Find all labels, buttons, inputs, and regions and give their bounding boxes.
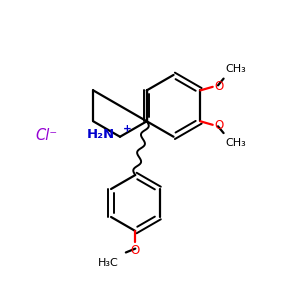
Text: O: O [214, 80, 224, 93]
Text: CH₃: CH₃ [225, 64, 246, 74]
Text: +: + [123, 124, 132, 134]
Text: O: O [131, 244, 140, 256]
Text: CH₃: CH₃ [225, 138, 246, 148]
Text: Cl⁻: Cl⁻ [36, 128, 58, 143]
Text: H₂N: H₂N [87, 128, 115, 141]
Text: H₃C: H₃C [98, 258, 119, 268]
Text: O: O [214, 119, 224, 132]
